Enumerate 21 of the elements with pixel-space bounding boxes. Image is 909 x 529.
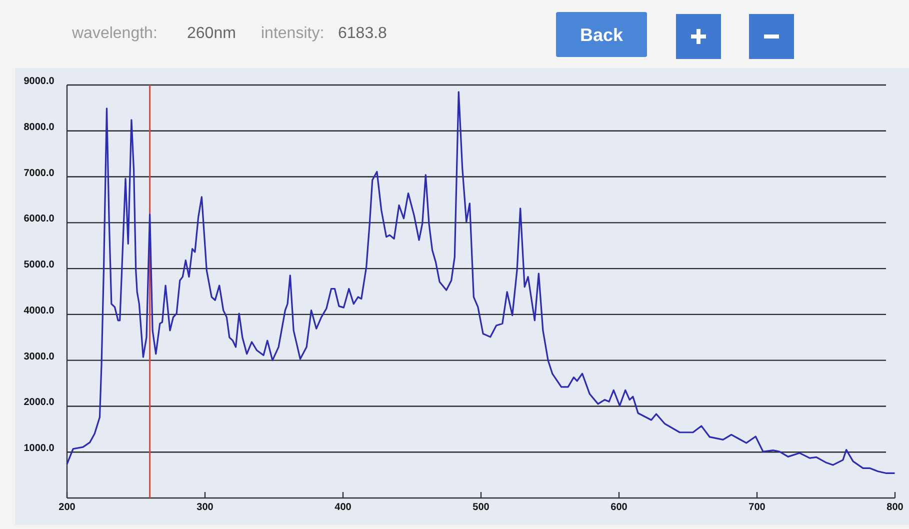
text: intensity: [261, 25, 324, 42]
y-tick-label: 3000.0 [24, 351, 55, 362]
y-tick-label: 4000.0 [24, 305, 55, 316]
x-tick-label: 200 [58, 502, 76, 513]
text: 6183.8 [338, 25, 388, 42]
text: 260nm [187, 25, 236, 42]
x-tick-label: 300 [196, 502, 214, 513]
y-tick-label: 9000.0 [24, 76, 55, 87]
y-tick-label: 1000.0 [24, 443, 55, 454]
y-tick-label: 2000.0 [24, 397, 55, 408]
x-tick-label: 700 [748, 502, 766, 513]
y-tick-label: 7000.0 [24, 168, 55, 179]
y-tick-label: 5000.0 [24, 260, 55, 271]
x-tick-label: 600 [610, 502, 628, 513]
y-tick-label: 8000.0 [24, 122, 55, 133]
text: wavelength: [71, 25, 158, 42]
x-tick-label: 400 [334, 502, 352, 513]
x-tick-label: 500 [472, 502, 490, 513]
y-tick-label: 6000.0 [24, 214, 55, 225]
x-tick-label: 800 [886, 502, 904, 513]
text: Back [580, 25, 624, 45]
